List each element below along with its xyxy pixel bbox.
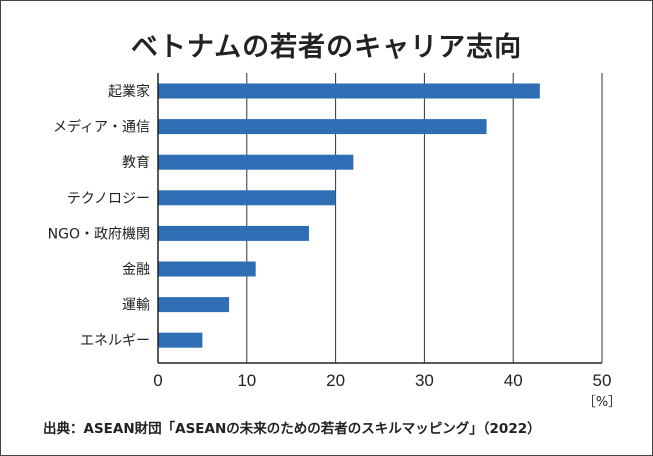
bar [158,190,336,206]
category-label: 運輸 [122,298,150,314]
category-label: テクノロジー [67,191,150,207]
bar [158,154,354,170]
source-note: 出典：ASEAN財団「ASEANの未来のための若者のスキルマッピング」（2022… [43,421,541,437]
category-label: NGO・政府機関 [48,226,150,242]
x-tick-label: 10 [237,371,256,390]
category-label: メディア・通信 [53,119,150,136]
bar [158,332,203,348]
bar [158,261,256,277]
x-tick-label: 20 [326,371,345,390]
bar [158,83,540,99]
category-label: 教育 [122,155,150,171]
chart-title: ベトナムの若者のキャリア志向 [130,32,523,63]
x-tick-label: 30 [415,371,434,390]
bar [158,225,309,241]
unit-label: ［%］ [583,395,621,410]
bar [158,119,487,135]
x-tick-label: 50 [593,371,612,390]
category-label: 起業家 [108,83,150,100]
x-tick-label: 40 [504,371,523,390]
bar [158,297,230,313]
category-label: 金融 [122,262,150,278]
category-label: エネルギー [80,333,150,349]
x-tick-label: 0 [153,371,162,390]
